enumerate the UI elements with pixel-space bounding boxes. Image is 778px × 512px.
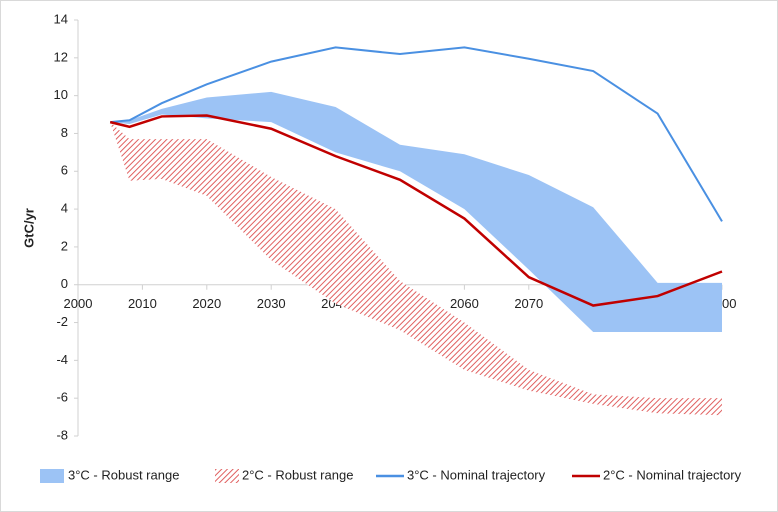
- x-tick-label: 2000: [64, 296, 93, 311]
- y-tick-label: -8: [56, 427, 68, 442]
- trajectory-line: [110, 46, 723, 222]
- x-tick-label: 2010: [128, 296, 157, 311]
- trajectory-line: [109, 114, 723, 307]
- y-tick-label: 12: [54, 49, 68, 64]
- y-axis-label: GtC/yr: [21, 208, 36, 248]
- y-tick-label: 4: [61, 201, 68, 216]
- range-band: [110, 91, 722, 332]
- y-tick-label: 10: [54, 87, 68, 102]
- y-tick-label: 6: [61, 163, 68, 178]
- legend-label: 3°C - Nominal trajectory: [407, 467, 546, 482]
- x-tick-label: 2030: [257, 296, 286, 311]
- x-tick-label: 2070: [514, 296, 543, 311]
- x-tick-label: 2060: [450, 296, 479, 311]
- y-tick-label: 14: [54, 11, 68, 26]
- x-tick-label: 2020: [192, 296, 221, 311]
- legend-swatch: [215, 469, 239, 483]
- legend-label: 3°C - Robust range: [68, 467, 179, 482]
- y-tick-label: 0: [61, 276, 68, 291]
- y-tick-label: -2: [56, 314, 68, 329]
- range-band: [110, 122, 722, 416]
- legend-swatch: [40, 469, 64, 483]
- y-tick-label: 8: [61, 125, 68, 140]
- y-tick-label: -6: [56, 390, 68, 405]
- legend-label: 2°C - Robust range: [242, 467, 353, 482]
- y-tick-label: 2: [61, 238, 68, 253]
- y-tick-label: -4: [56, 352, 68, 367]
- legend-label: 2°C - Nominal trajectory: [603, 467, 742, 482]
